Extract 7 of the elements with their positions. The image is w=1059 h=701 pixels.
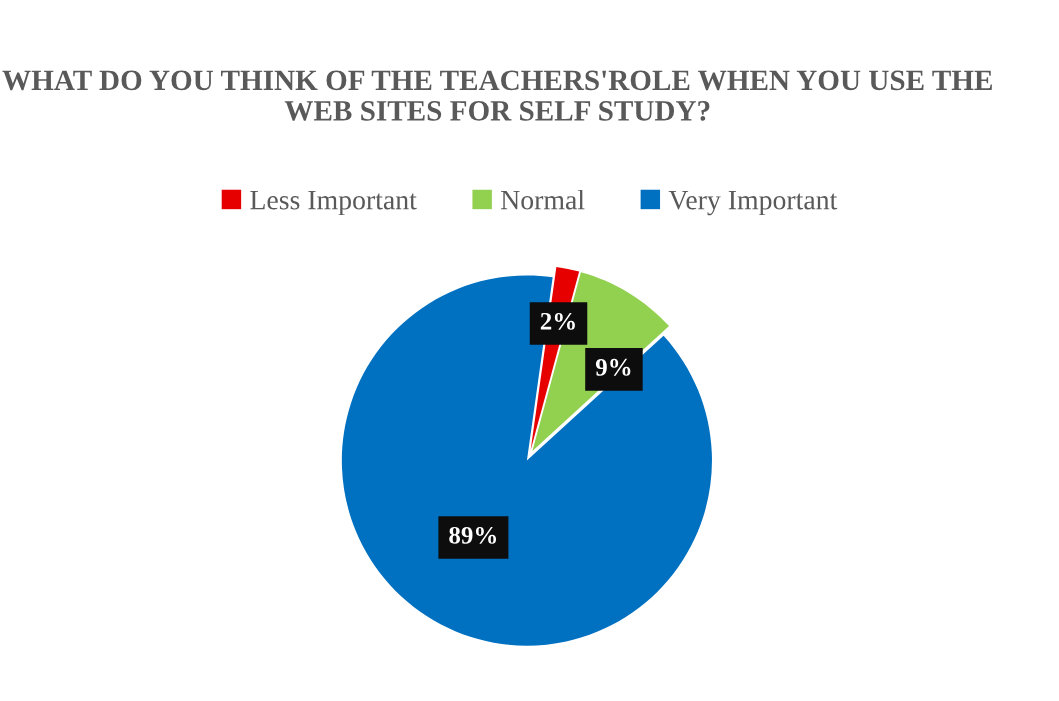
chart-title: WHAT DO YOU THINK OF THE TEACHERS'ROLE WHEN YOU USE THE WEB SITES FOR SELF STUDY? xyxy=(2,70,992,121)
data-label: 9% xyxy=(595,358,631,376)
legend-label: Normal xyxy=(501,189,585,210)
legend-label: Less Important xyxy=(250,190,417,216)
data-label: 2% xyxy=(540,312,575,330)
data-label: 89% xyxy=(449,526,497,544)
legend-label: Very Important xyxy=(668,190,838,216)
